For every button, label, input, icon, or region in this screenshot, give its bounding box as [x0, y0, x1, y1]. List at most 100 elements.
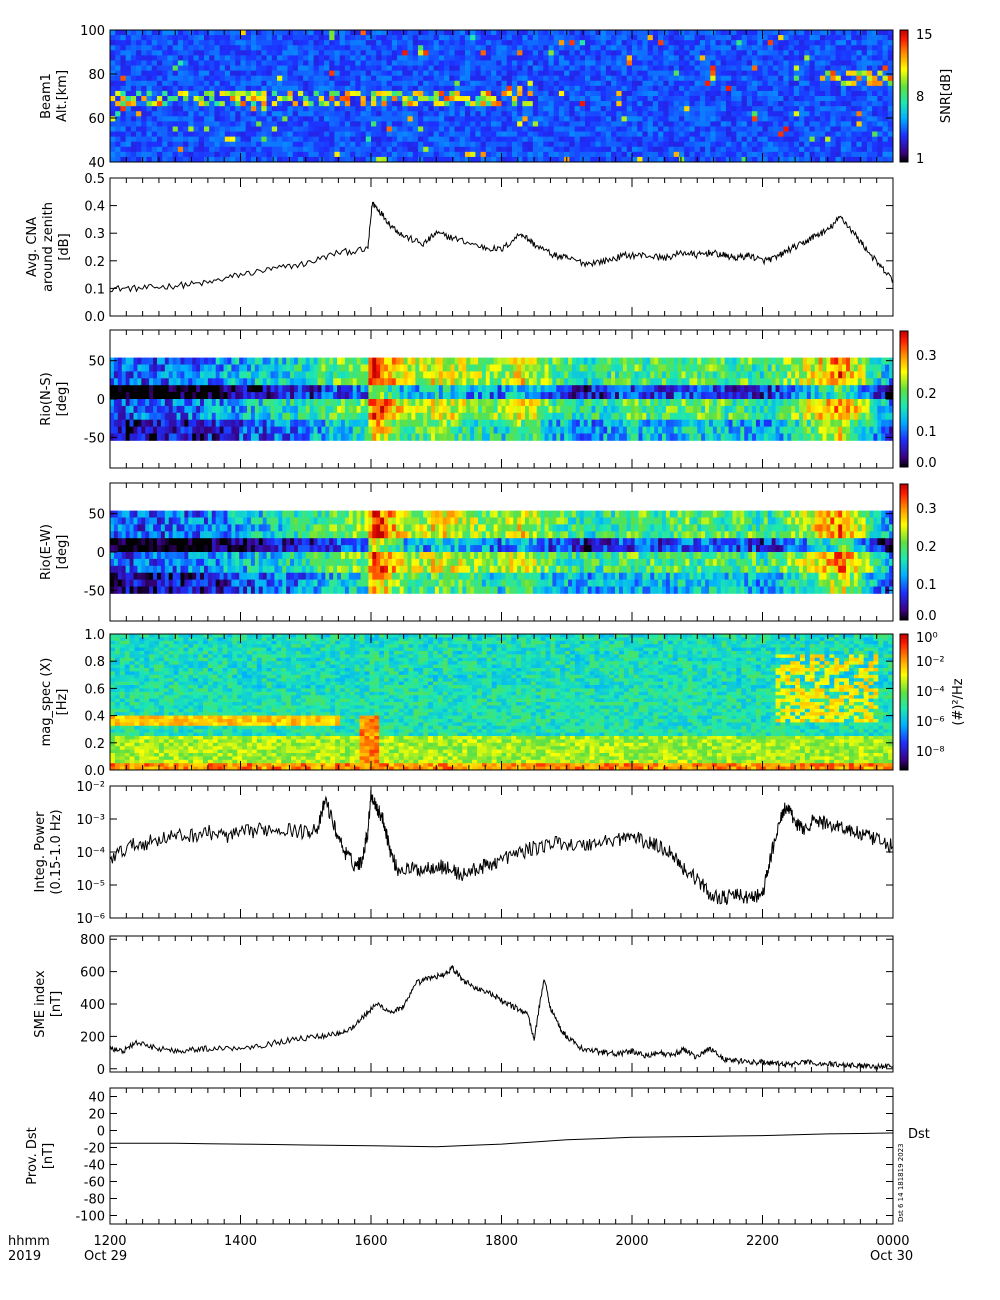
heatmap-cell: [412, 106, 419, 112]
heatmap-cell: [301, 426, 307, 434]
heatmap-cell: [141, 101, 147, 107]
heatmap-cell: [663, 30, 669, 36]
heatmap-cell: [621, 80, 628, 87]
heatmap-cell: [637, 60, 643, 66]
heatmap-cell: [548, 116, 555, 122]
heatmap-cell: [156, 40, 163, 46]
heatmap-cell: [177, 40, 184, 46]
heatmap-cell: [365, 65, 372, 72]
heatmap-cell: [395, 412, 401, 421]
heatmap-cell: [386, 101, 393, 107]
heatmap-cell: [149, 385, 154, 393]
heatmap-cell: [141, 75, 147, 82]
heatmap-cell: [287, 35, 294, 41]
heatmap-cell: [211, 392, 217, 400]
heatmap-cell: [825, 70, 831, 77]
heatmap-cell: [381, 65, 388, 72]
heatmap-cell: [804, 65, 810, 72]
heatmap-cell: [240, 111, 247, 117]
heatmap-cell: [710, 70, 716, 77]
heatmap-cell: [861, 136, 868, 143]
heatmap-cell: [569, 121, 575, 127]
heatmap-cell: [277, 75, 283, 82]
heatmap-cell: [239, 378, 244, 386]
heatmap-cell: [188, 412, 193, 421]
heatmap-cell: [372, 405, 377, 414]
heatmap-cell: [825, 141, 831, 148]
heatmap-cell: [689, 126, 696, 132]
heatmap-cell: [459, 146, 466, 153]
heatmap-cell: [736, 65, 743, 72]
heatmap-cell: [433, 136, 440, 143]
heatmap-cell: [371, 90, 377, 97]
heatmap-cell: [419, 419, 424, 427]
heatmap-cell: [290, 412, 295, 421]
heatmap-cell: [846, 45, 852, 51]
heatmap-cell: [678, 40, 685, 46]
heatmap-cell: [141, 96, 147, 102]
heatmap-cell: [277, 45, 283, 51]
heatmap-cell: [207, 405, 213, 414]
heatmap-cell: [579, 146, 586, 153]
heatmap-cell: [538, 116, 544, 122]
heatmap-cell: [543, 151, 549, 158]
heatmap-cell: [423, 364, 428, 372]
heatmap-cell: [501, 96, 508, 102]
heatmap-cell: [149, 392, 154, 400]
heatmap-cell: [668, 136, 675, 143]
heatmap-cell: [517, 45, 523, 51]
heatmap-cell: [266, 419, 271, 427]
heatmap-cell: [235, 412, 240, 421]
heatmap-cell: [277, 70, 283, 77]
heatmap-cell: [384, 378, 389, 386]
heatmap-cell: [595, 75, 602, 82]
heatmap-cell: [783, 126, 789, 132]
heatmap-cell: [543, 60, 549, 66]
heatmap-cell: [240, 96, 247, 102]
heatmap-cell: [464, 35, 471, 41]
heatmap-cell: [224, 70, 231, 77]
heatmap-cell: [318, 90, 325, 97]
heatmap-cell: [684, 151, 690, 158]
heatmap-cell: [799, 96, 805, 102]
heatmap-cell: [684, 126, 690, 132]
heatmap-cell: [434, 412, 440, 421]
heatmap-cell: [501, 126, 508, 132]
heatmap-cell: [438, 378, 444, 386]
heatmap-cell: [297, 96, 304, 102]
heatmap-cell: [271, 146, 278, 153]
heatmap-cell: [188, 106, 194, 112]
heatmap-cell: [579, 116, 586, 122]
heatmap-cell: [391, 45, 398, 51]
heatmap-cell: [230, 111, 236, 117]
heatmap-cell: [318, 136, 325, 143]
heatmap-cell: [371, 151, 377, 158]
heatmap-cell: [360, 433, 365, 441]
heatmap-cell: [846, 101, 852, 107]
heatmap-cell: [245, 141, 252, 148]
heatmap-cell: [250, 80, 257, 87]
heatmap-cell: [819, 151, 826, 158]
heatmap-cell: [407, 136, 414, 143]
heatmap-cell: [605, 45, 612, 51]
heatmap-cell: [647, 131, 654, 138]
heatmap-cell: [384, 405, 389, 414]
heatmap-cell: [282, 136, 288, 143]
heatmap-cell: [227, 405, 232, 414]
heatmap-cell: [684, 60, 690, 66]
heatmap-cell: [705, 156, 711, 163]
heatmap-cell: [266, 45, 273, 51]
heatmap-cell: [434, 405, 440, 414]
heatmap-cell: [417, 75, 424, 82]
heatmap-cell: [819, 40, 826, 46]
heatmap-cell: [762, 85, 769, 92]
heatmap-cell: [340, 433, 346, 441]
heatmap-cell: [585, 40, 591, 46]
heatmap-cell: [694, 45, 701, 51]
heatmap-cell: [324, 121, 330, 127]
heatmap-cell: [149, 412, 154, 421]
heatmap-cell: [819, 30, 826, 36]
heatmap-cell: [470, 70, 476, 77]
heatmap-cell: [480, 106, 487, 112]
